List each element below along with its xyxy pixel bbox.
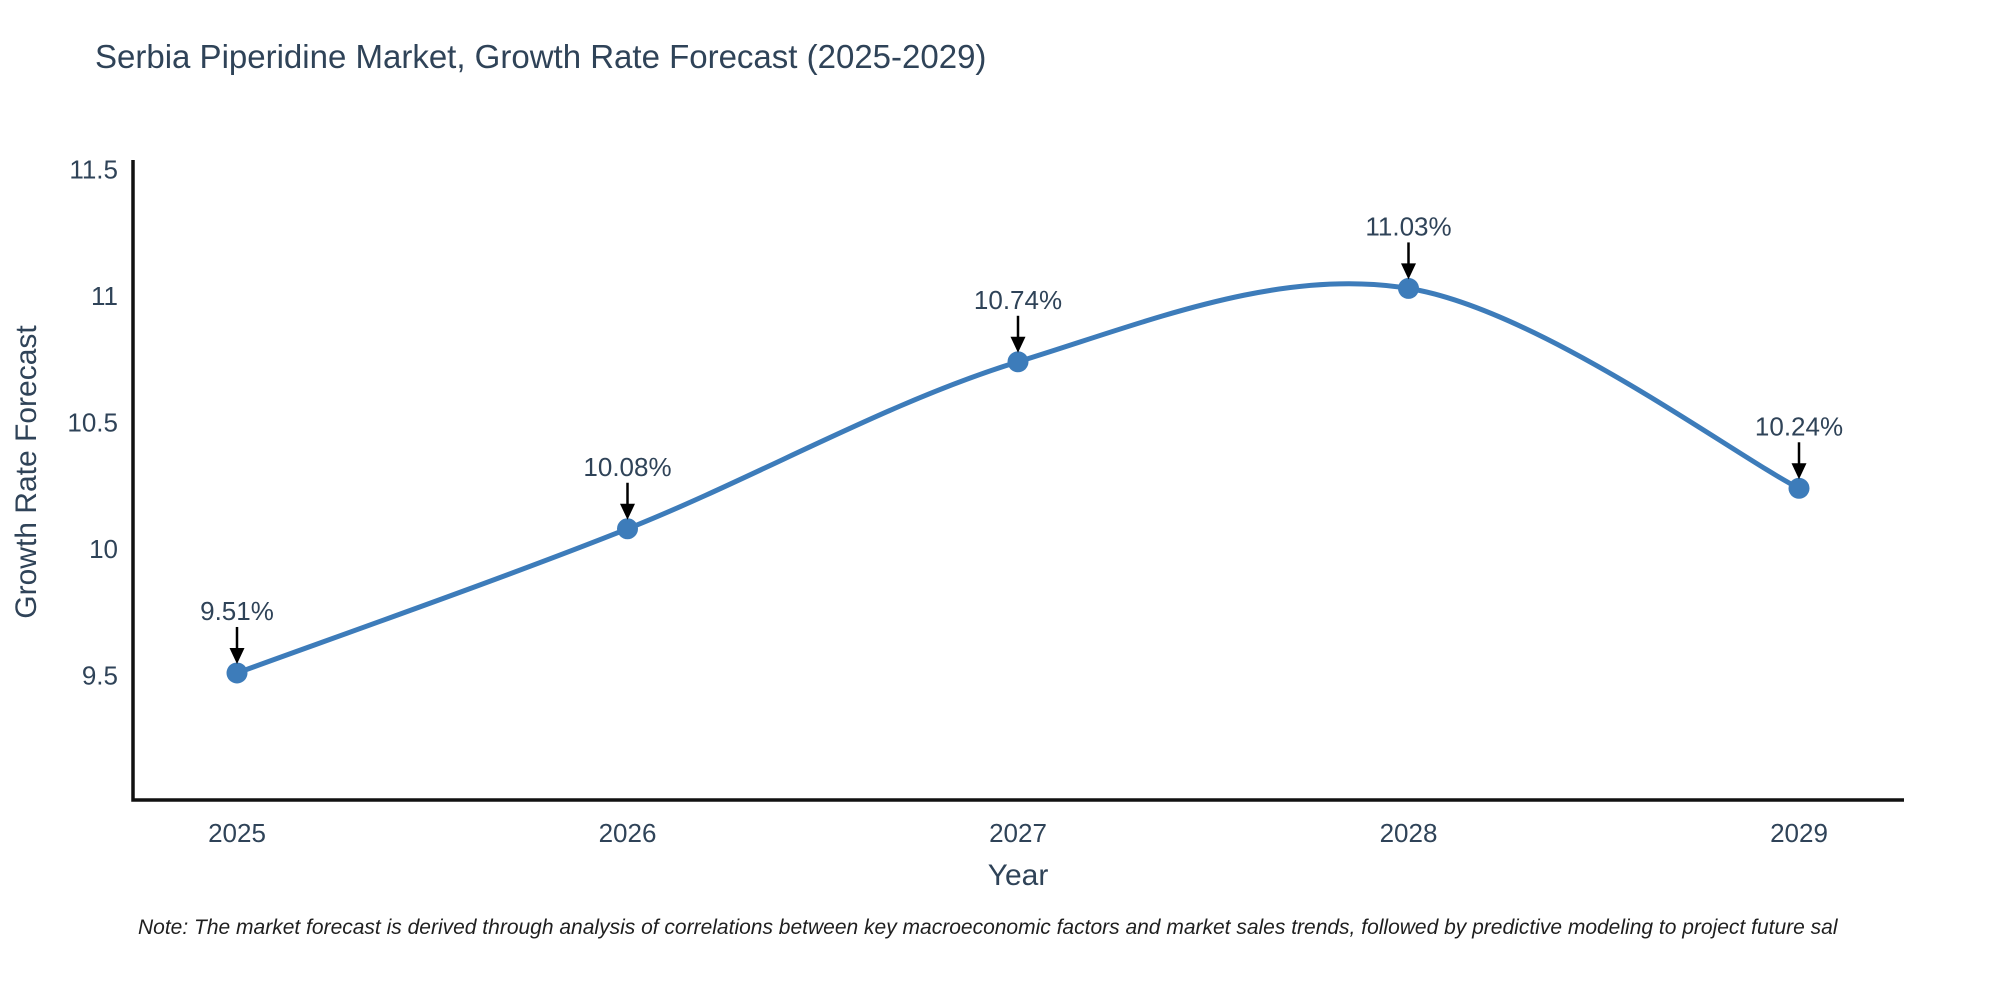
point-value-label: 10.24% (1755, 411, 1843, 441)
data-point-2026[interactable] (617, 518, 638, 540)
point-value-label: 9.51% (200, 596, 274, 626)
axis-lines (131, 160, 1904, 802)
y-tick-label: 10 (89, 534, 118, 564)
y-tick-label: 9.5 (82, 661, 118, 691)
point-value-label: 11.03% (1365, 211, 1451, 241)
annotation-arrow-head (1010, 336, 1026, 353)
x-tick-label: 2025 (208, 818, 266, 848)
data-point-2028[interactable] (1398, 277, 1419, 299)
x-tick-label: 2027 (989, 818, 1047, 848)
y-tick-label: 10.5 (67, 408, 118, 438)
x-tick-label: 2028 (1380, 818, 1438, 848)
y-tick-label: 11 (91, 281, 118, 311)
annotation-arrow-head (1791, 463, 1807, 480)
x-tick-label: 2029 (1770, 818, 1828, 848)
data-point-2027[interactable] (1007, 351, 1029, 373)
point-value-label: 10.08% (583, 452, 671, 482)
annotation-arrow-head (620, 503, 635, 520)
y-tick-label: 11.5 (69, 155, 118, 185)
data-point-2025[interactable] (226, 662, 248, 684)
x-tick-label: 2026 (599, 818, 657, 848)
chart-footnote: Note: The market forecast is derived thr… (138, 916, 1838, 939)
annotation-arrow-head (1401, 263, 1416, 280)
point-value-label: 10.74% (974, 285, 1062, 315)
annotation-arrow-head (229, 647, 245, 664)
data-point-2029[interactable] (1788, 477, 1810, 499)
chart-title: Serbia Piperidine Market, Growth Rate Fo… (95, 38, 987, 75)
x-axis-title: Year (987, 859, 1049, 892)
